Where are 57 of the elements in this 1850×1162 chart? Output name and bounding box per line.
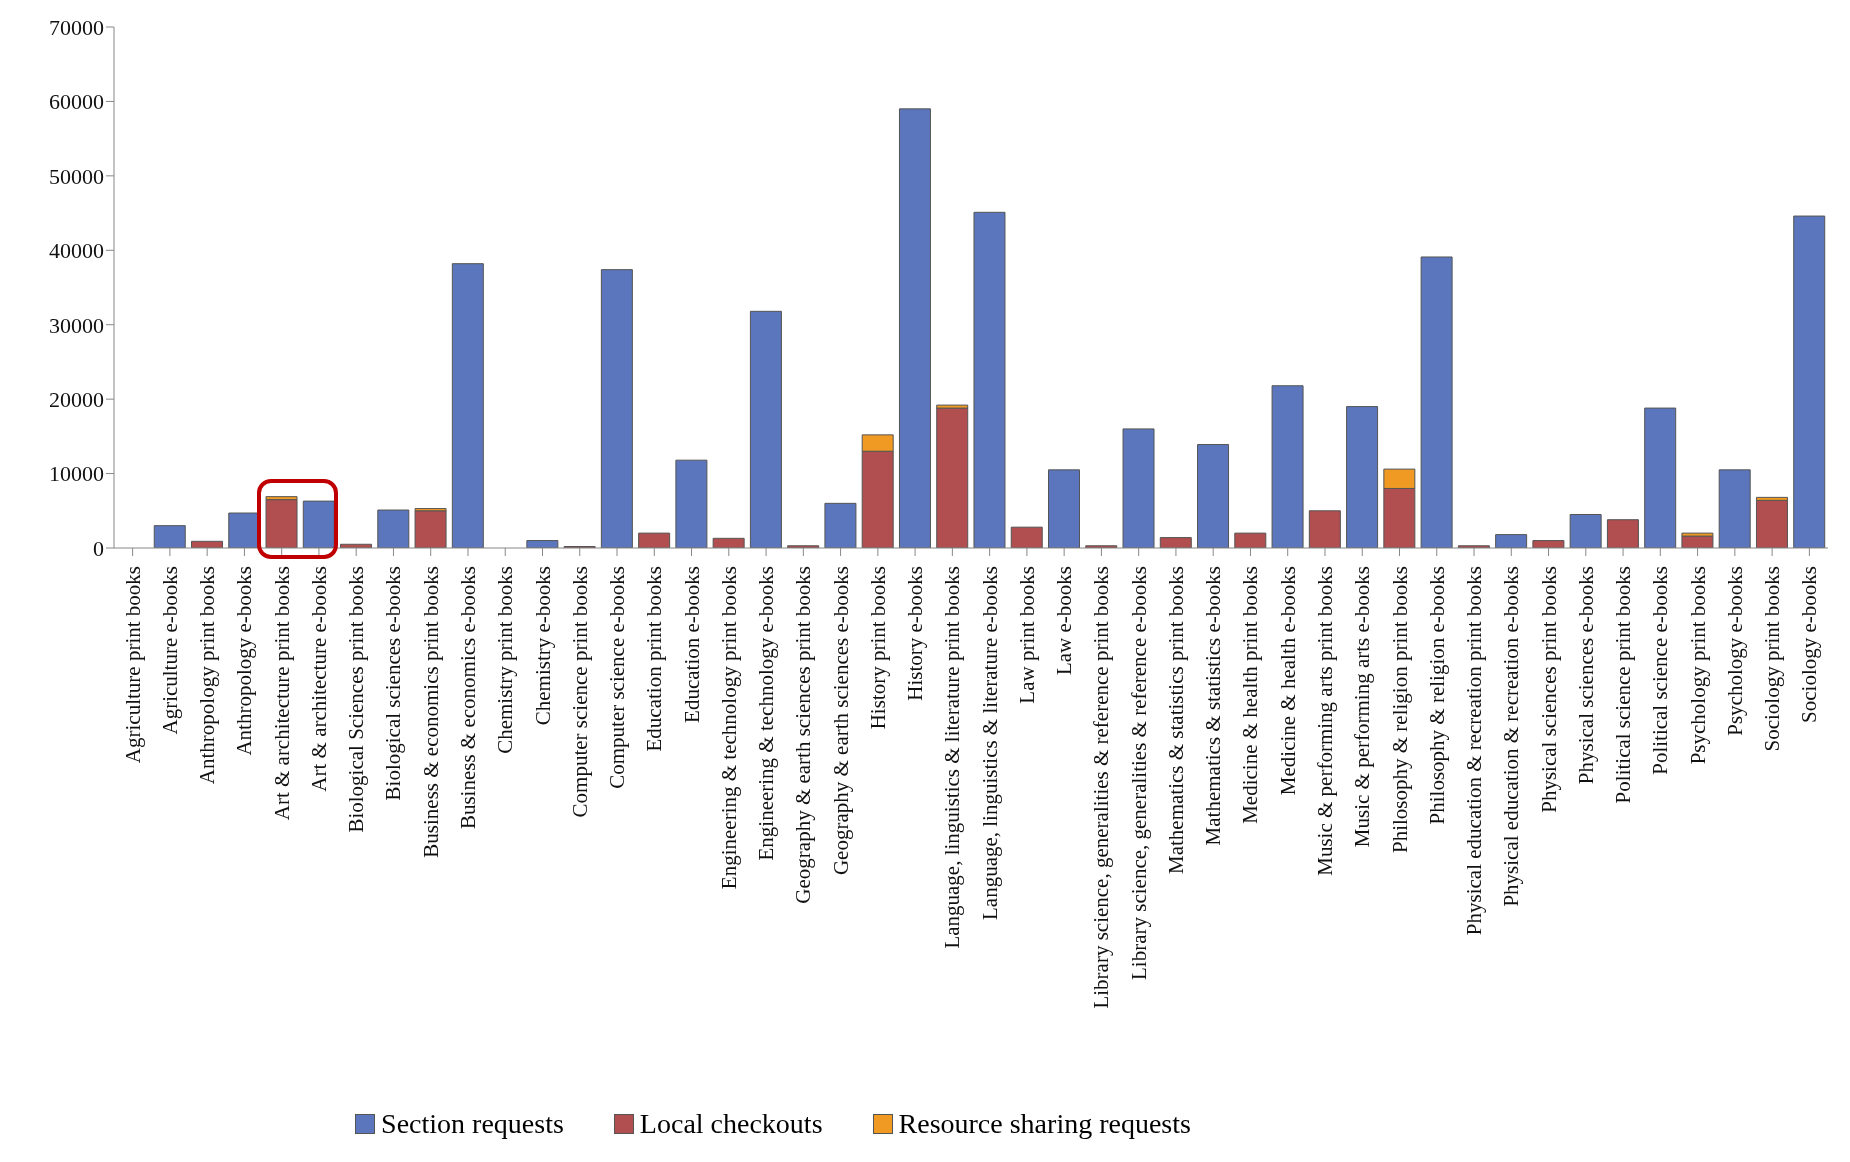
x-tick-label: Engineering & technology print books	[716, 566, 741, 890]
x-tick-label: Art & architecture e-books	[306, 566, 331, 792]
y-tick-label: 0	[93, 535, 104, 561]
x-tick-label: Law e-books	[1052, 566, 1077, 676]
x-tick-label: Library science, generalities & reference e-books	[1126, 566, 1151, 980]
x-tick-label: Psychology e-books	[1722, 566, 1747, 736]
x-tick-label: Mathematics & statistics e-books	[1201, 566, 1226, 846]
x-tick-label: Computer science e-books	[605, 566, 630, 789]
legend-label: Local checkouts	[638, 1108, 823, 1140]
x-tick-label: Library science, generalities & reference print books	[1089, 566, 1114, 1009]
x-tick-label: Sociology print books	[1760, 566, 1785, 752]
x-tick-label: Political science print books	[1611, 566, 1636, 804]
x-tick-label: History print books	[865, 566, 890, 730]
x-tick-label: Psychology print books	[1685, 566, 1710, 765]
x-tick-label: Physical sciences e-books	[1573, 566, 1598, 785]
y-tick-label: 30000	[49, 312, 104, 338]
y-tick-label: 50000	[49, 163, 104, 189]
x-tick-label: Music & performing arts print books	[1312, 566, 1337, 876]
y-tick-label: 60000	[49, 89, 104, 115]
x-tick-label: Political science e-books	[1648, 566, 1673, 775]
x-tick-label: Mathematics & statistics print books	[1163, 566, 1188, 874]
x-tick-label: Education print books	[642, 566, 667, 752]
x-tick-label: Chemistry print books	[493, 566, 518, 754]
x-tick-label: Biological Sciences print books	[344, 566, 369, 833]
legend-label: Section requests	[380, 1108, 564, 1140]
x-tick-label: Medicine & health e-books	[1275, 566, 1300, 796]
x-tick-label: Law print books	[1014, 566, 1039, 704]
x-tick-label: Computer science print books	[567, 566, 592, 818]
x-tick-label: Physical sciences print books	[1536, 566, 1561, 813]
x-tick-label: Agriculture print books	[120, 566, 145, 764]
x-tick-label: Chemistry e-books	[530, 566, 555, 726]
y-tick-label: 20000	[49, 386, 104, 412]
x-tick-label: Geography & earth sciences print books	[791, 566, 816, 904]
x-tick-label: Philosophy & religion e-books	[1424, 566, 1449, 825]
legend-label: Resource sharing requests	[897, 1108, 1191, 1140]
x-tick-label: Education e-books	[679, 566, 704, 723]
y-tick-label: 40000	[49, 238, 104, 264]
x-tick-label: Engineering & technology e-books	[754, 566, 779, 861]
x-tick-label: Business & economics print books	[418, 566, 443, 858]
x-tick-label: Anthropology e-books	[232, 566, 257, 756]
x-tick-label: Physical education & recreation print books	[1462, 566, 1487, 936]
x-tick-label: Sociology e-books	[1797, 566, 1822, 723]
x-tick-label: Business & economics e-books	[455, 566, 480, 830]
x-tick-label: History e-books	[903, 566, 928, 701]
x-tick-label: Biological sciences e-books	[381, 566, 406, 801]
x-tick-label: Physical education & recreation e-books	[1499, 566, 1524, 907]
x-tick-label: Medicine & health print books	[1238, 566, 1263, 824]
x-tick-label: Language, linguistics & literature e-books	[977, 566, 1002, 920]
x-tick-label: Music & performing arts e-books	[1350, 566, 1375, 848]
x-tick-label: Agriculture e-books	[157, 566, 182, 735]
x-tick-label: Geography & earth sciences e-books	[828, 566, 853, 876]
x-tick-label: Anthropology print books	[195, 566, 220, 785]
y-tick-label: 10000	[49, 461, 104, 487]
y-tick-label: 70000	[49, 14, 104, 40]
x-tick-label: Art & architecture print books	[269, 566, 294, 821]
x-tick-label: Language, linguistics & literature print books	[940, 566, 965, 949]
x-tick-label: Philosophy & religion print books	[1387, 566, 1412, 854]
